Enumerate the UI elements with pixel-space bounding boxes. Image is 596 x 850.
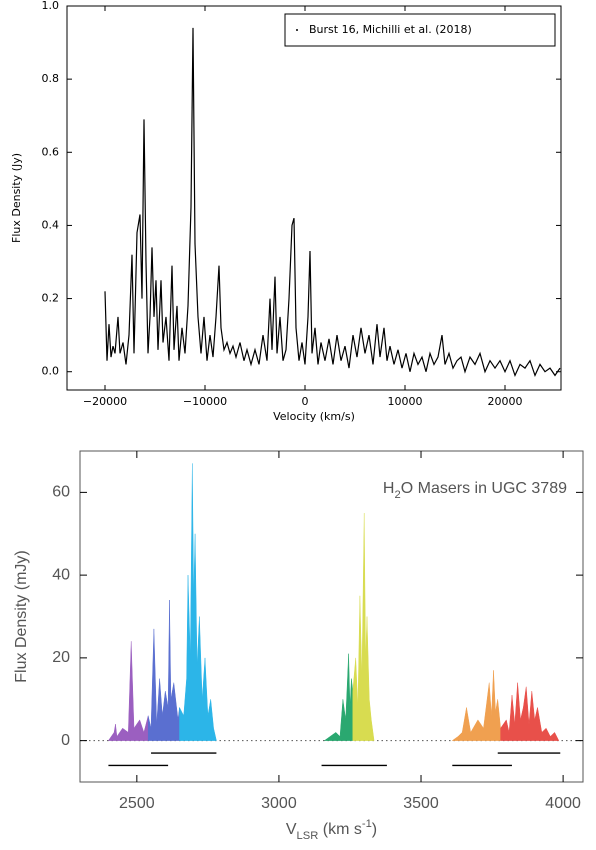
annotation-part: 2 xyxy=(394,489,400,501)
y-tick-label: 0 xyxy=(61,732,70,749)
x-axis-label: Velocity (km/s) xyxy=(273,410,355,423)
legend-marker xyxy=(296,29,298,31)
y-tick-label: 0.2 xyxy=(42,292,60,305)
line xyxy=(104,27,561,378)
y-axis-label: Flux Density (mJy) xyxy=(13,550,30,682)
chart-bottom: 2500 3000 3500 4000 0 20 40 60 VLSR (km s-1) Flux… xyxy=(13,450,584,842)
x-axis-label-part: -1 xyxy=(362,818,372,830)
x-tick-label: −10000 xyxy=(183,395,227,408)
x-tick-label: 3000 xyxy=(261,795,297,812)
x-axis-label-part: ) xyxy=(372,821,377,838)
chart-top: −20000 −10000 0 10000 20000 0.0 0.2 0.4 0.6 0.8 1.… xyxy=(10,0,562,423)
area xyxy=(500,682,560,741)
x-tick-label: 0 xyxy=(302,395,309,408)
x-axis-label-part: V xyxy=(286,821,297,838)
y-tick-label: 0.4 xyxy=(42,218,60,231)
annotation-part: O Masers in UGC 3789 xyxy=(401,480,567,497)
x-tick-label: 2500 xyxy=(119,795,155,812)
area xyxy=(451,670,501,741)
legend-label: Burst 16, Michilli et al. (2018) xyxy=(309,23,472,36)
plot-frame xyxy=(66,5,562,391)
y-tick-label: 60 xyxy=(52,484,70,501)
y-tick-label: 20 xyxy=(52,649,70,666)
x-axis-label-part: (km s xyxy=(318,821,362,838)
area xyxy=(147,599,180,741)
x-axis-label: VLSR (km s-1) xyxy=(286,818,377,842)
area xyxy=(323,653,354,741)
y-tick-label: 1.0 xyxy=(42,0,60,12)
area xyxy=(107,641,149,741)
y-tick-label: 40 xyxy=(52,566,70,583)
x-tick-label: −20000 xyxy=(83,395,127,408)
legend-box xyxy=(284,13,556,47)
x-axis-label-part: LSR xyxy=(297,830,319,842)
area xyxy=(352,513,375,741)
x-tick-label: 3500 xyxy=(403,795,439,812)
y-tick-label: 0.8 xyxy=(42,72,60,85)
annotation-part: H xyxy=(383,480,395,497)
plot-frame xyxy=(79,450,584,783)
x-tick-label: 4000 xyxy=(545,795,581,812)
y-tick-label: 0.6 xyxy=(42,145,60,158)
y-tick-label: 0.0 xyxy=(42,365,60,378)
annotation: H2O Masers in UGC 3789 xyxy=(383,480,567,501)
x-tick-label: 20000 xyxy=(488,395,523,408)
y-axis-label: Flux Density (Jy) xyxy=(10,153,23,243)
x-tick-label: 10000 xyxy=(388,395,423,408)
area xyxy=(179,463,217,741)
